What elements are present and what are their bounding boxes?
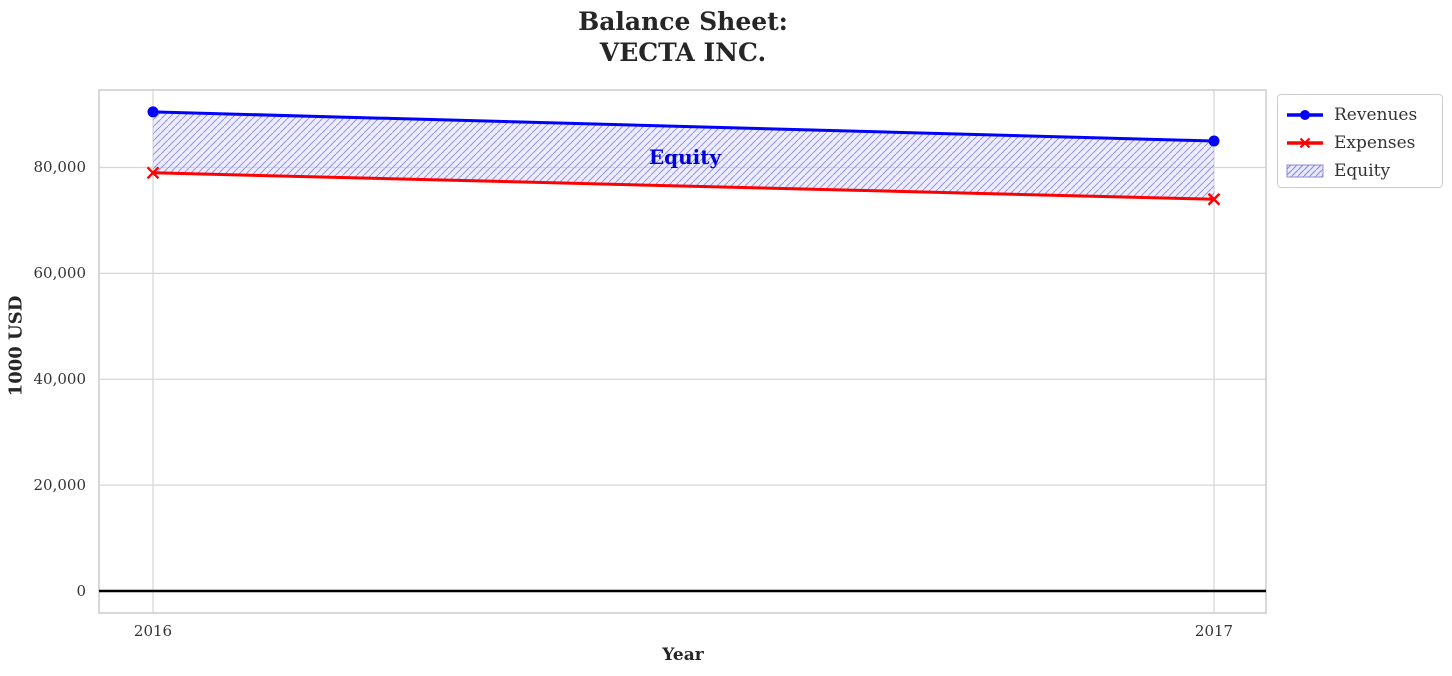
x-tick-2016: 2016 [133,622,173,640]
chart-title: Balance Sheet: VECTA INC. [0,6,1366,68]
legend-label-expenses: Expenses [1334,133,1416,153]
y-axis-label: 1000 USD [5,295,27,397]
legend: Revenues Expenses Equity [1277,94,1443,188]
x-tick-2017: 2017 [1194,622,1234,640]
expenses-line-icon [1287,137,1323,149]
chart-title-line2: VECTA INC. [599,38,767,67]
revenues-line-icon [1287,110,1323,120]
y-tick-60000: 60,000 [33,264,87,282]
equity-area-label: Equity [648,145,722,169]
y-tick-0: 0 [76,582,86,600]
legend-label-revenues: Revenues [1334,105,1418,125]
chart-title-line1: Balance Sheet: [578,7,788,36]
legend-item-equity: Equity [1286,157,1434,185]
y-tick-40000: 40,000 [33,370,87,388]
x-axis-label: Year [662,645,704,665]
legend-item-expenses: Expenses [1286,129,1434,157]
legend-label-equity: Equity [1334,161,1391,181]
y-tick-20000: 20,000 [33,476,87,494]
legend-item-revenues: Revenues [1286,101,1434,129]
equity-hatch-icon [1286,164,1324,178]
y-tick-80000: 80,000 [33,158,87,176]
